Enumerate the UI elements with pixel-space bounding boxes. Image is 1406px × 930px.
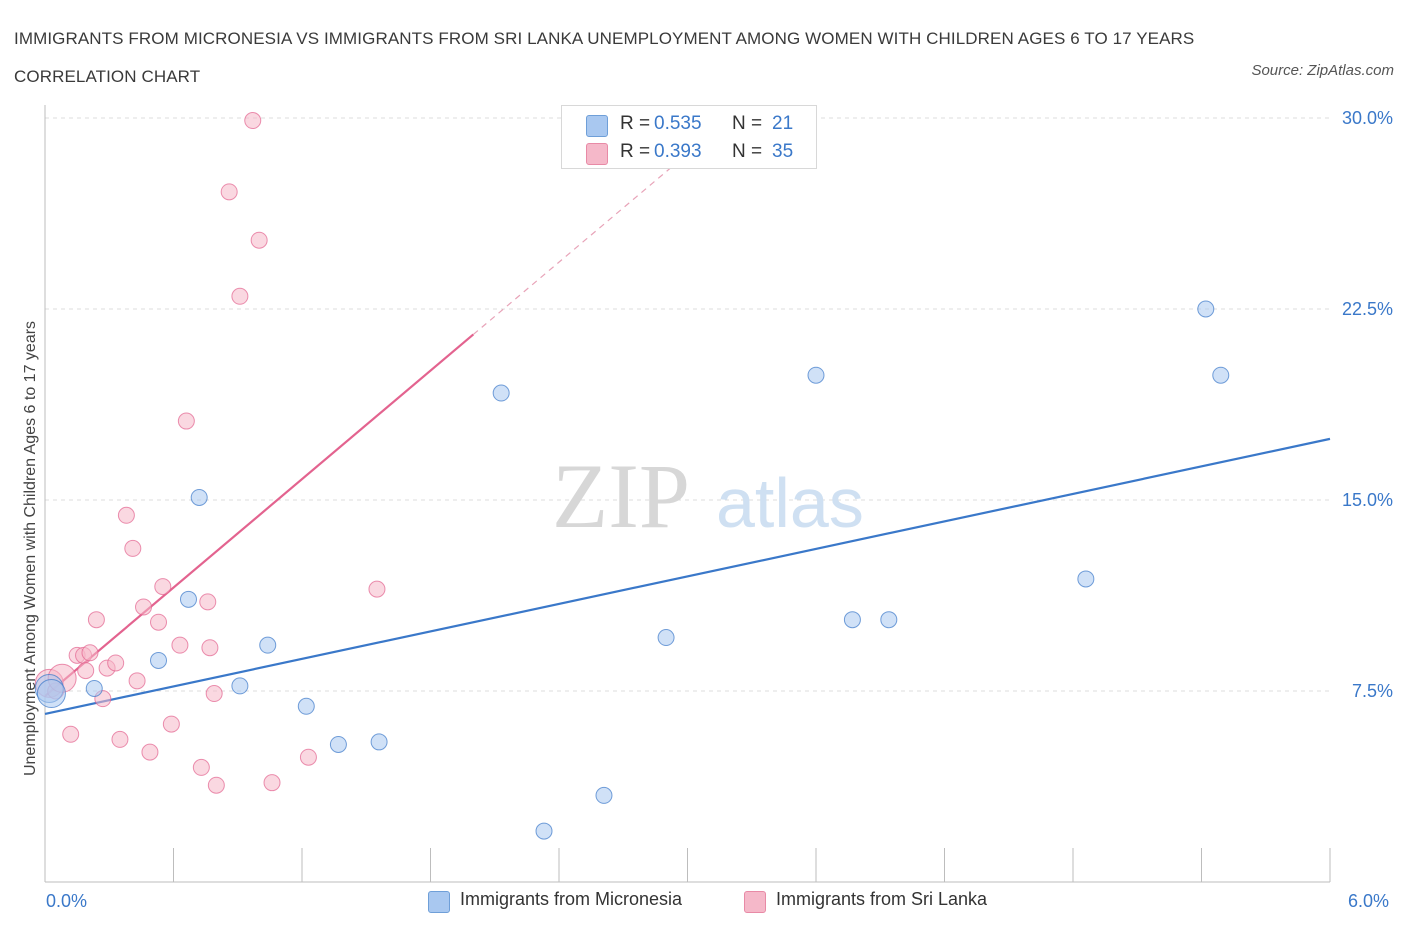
legend-swatch-srilanka bbox=[744, 891, 766, 913]
point-micronesia bbox=[297, 697, 315, 715]
y-tick-labels: 7.5% 15.0% 22.5% 30.0% bbox=[1342, 108, 1393, 701]
x-tick-label-min: 0.0% bbox=[46, 891, 88, 911]
point-micronesia bbox=[880, 611, 898, 629]
point-micronesia bbox=[807, 366, 825, 384]
point-srilanka bbox=[299, 748, 317, 766]
x-tick-label-max: 6.0% bbox=[1348, 891, 1390, 911]
y-tick-label: 30.0% bbox=[1342, 108, 1393, 128]
point-micronesia bbox=[179, 590, 197, 608]
point-srilanka bbox=[150, 613, 168, 631]
point-micronesia bbox=[843, 611, 861, 629]
legend-r-label: R = bbox=[620, 141, 651, 162]
point-srilanka bbox=[244, 112, 262, 130]
point-srilanka bbox=[124, 539, 142, 557]
point-srilanka bbox=[177, 412, 195, 430]
y-tick-label: 7.5% bbox=[1352, 681, 1393, 701]
trend-lines bbox=[44, 144, 1331, 715]
y-tick-label: 22.5% bbox=[1342, 299, 1393, 319]
legend-swatch-micronesia bbox=[428, 891, 450, 913]
y-axis-label: Unemployment Among Women with Children A… bbox=[22, 320, 39, 776]
gridlines bbox=[45, 117, 1330, 692]
trend-line-micronesia bbox=[44, 437, 1331, 715]
point-srilanka bbox=[201, 639, 219, 657]
chart-title: IMMIGRANTS FROM MICRONESIA VS IMMIGRANTS… bbox=[14, 29, 1195, 86]
point-micronesia bbox=[370, 733, 388, 751]
point-micronesia bbox=[492, 384, 510, 402]
point-micronesia bbox=[36, 679, 66, 709]
point-srilanka bbox=[263, 774, 281, 792]
point-srilanka bbox=[205, 685, 223, 703]
point-srilanka bbox=[135, 598, 153, 616]
point-srilanka bbox=[231, 287, 249, 305]
legend-n-label: N = bbox=[732, 113, 763, 134]
point-srilanka bbox=[207, 776, 225, 794]
axes bbox=[44, 105, 1331, 883]
point-micronesia bbox=[535, 822, 553, 840]
point-srilanka bbox=[192, 758, 210, 776]
point-micronesia bbox=[1212, 366, 1230, 384]
point-micronesia bbox=[1077, 570, 1095, 588]
point-micronesia bbox=[329, 735, 347, 753]
point-micronesia bbox=[150, 651, 168, 669]
legend-r-value: 0.535 bbox=[654, 113, 702, 134]
watermark-atlas: atlas bbox=[716, 464, 864, 542]
legend-n-value: 21 bbox=[772, 113, 794, 134]
point-micronesia bbox=[85, 679, 103, 697]
legend-swatch-micronesia bbox=[586, 115, 608, 137]
legend-label-micronesia: Immigrants from Micronesia bbox=[460, 889, 683, 909]
legend-swatch-srilanka bbox=[586, 143, 608, 165]
watermark: ZIP atlas bbox=[552, 445, 864, 547]
stats-legend: R = 0.535 N = 21 R = 0.393 N = 35 bbox=[561, 105, 817, 169]
point-srilanka bbox=[199, 593, 217, 611]
point-srilanka bbox=[111, 730, 129, 748]
point-srilanka bbox=[117, 506, 135, 524]
legend-n-label: N = bbox=[732, 141, 763, 162]
point-micronesia bbox=[231, 677, 249, 695]
y-tick-label: 15.0% bbox=[1342, 490, 1393, 510]
legend-n-value: 35 bbox=[772, 141, 794, 162]
point-srilanka bbox=[220, 183, 238, 201]
point-srilanka bbox=[62, 725, 80, 743]
point-srilanka bbox=[250, 231, 268, 249]
point-micronesia bbox=[595, 786, 613, 804]
point-srilanka bbox=[107, 654, 125, 672]
point-srilanka bbox=[171, 636, 189, 654]
point-srilanka bbox=[141, 743, 159, 761]
point-srilanka bbox=[368, 580, 386, 598]
point-micronesia bbox=[190, 488, 208, 506]
watermark-zip: ZIP bbox=[552, 445, 690, 547]
trend-line-srilanka bbox=[44, 333, 475, 697]
point-srilanka bbox=[87, 611, 105, 629]
legend-label-srilanka: Immigrants from Sri Lanka bbox=[776, 889, 988, 909]
point-srilanka bbox=[162, 715, 180, 733]
point-srilanka bbox=[154, 578, 172, 596]
point-srilanka bbox=[77, 662, 95, 680]
point-srilanka bbox=[81, 644, 99, 662]
point-srilanka bbox=[128, 672, 146, 690]
point-micronesia bbox=[1197, 300, 1215, 318]
point-micronesia bbox=[259, 636, 277, 654]
data-points bbox=[34, 112, 1230, 840]
legend-r-value: 0.393 bbox=[654, 141, 702, 162]
legend-r-label: R = bbox=[620, 113, 651, 134]
trend-extension-srilanka bbox=[472, 144, 699, 335]
source-note: Source: ZipAtlas.com bbox=[1251, 62, 1394, 79]
point-micronesia bbox=[657, 629, 675, 647]
